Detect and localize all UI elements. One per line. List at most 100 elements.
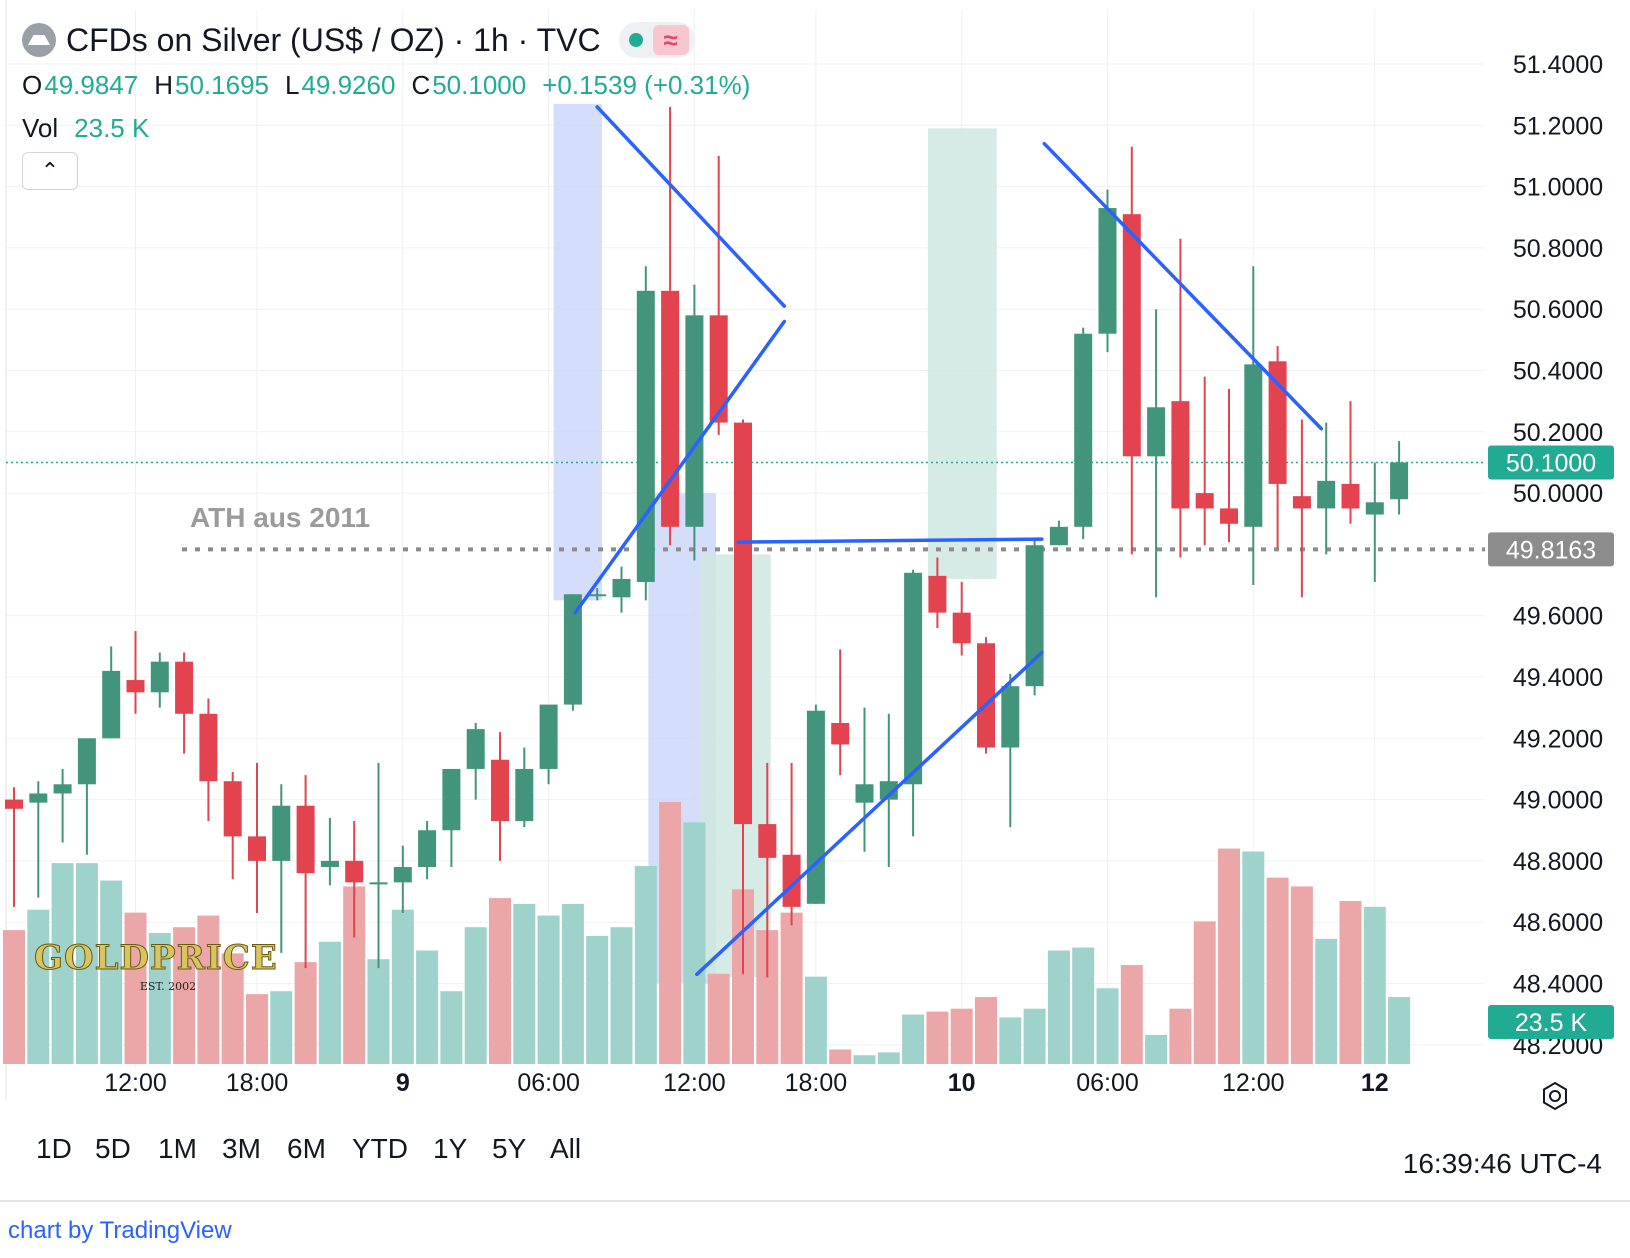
volume-bar (1169, 1008, 1192, 1064)
trendline-lower-1 (573, 319, 787, 615)
candle (588, 588, 607, 601)
price-tick-label: 51.4000 (1513, 51, 1603, 79)
timeframe-5y[interactable]: 5Y (492, 1133, 527, 1164)
timeframe-1y[interactable]: 1Y (433, 1133, 468, 1164)
candle-body (612, 578, 631, 598)
status-pill[interactable]: ≈ (618, 22, 695, 58)
candle (1292, 419, 1311, 598)
volume-row: Vol 23.5 K (22, 108, 766, 148)
candle (782, 762, 801, 926)
last-price-tag: 50.1000 (1506, 449, 1596, 477)
time-axis: 12:00 18:00 9 06:00 12:00 18:00 10 06:00 12:00 12 (104, 1069, 1388, 1097)
volume-bar (124, 912, 147, 1064)
candle (1147, 309, 1166, 598)
candle-body (248, 836, 266, 861)
volume-bar (1315, 938, 1338, 1064)
divider (0, 1200, 1630, 1202)
timeframe-1d[interactable]: 1D (36, 1133, 72, 1164)
price-tick-label: 49.0000 (1513, 787, 1603, 815)
open-key: O (22, 69, 43, 100)
volume-bar (634, 866, 657, 1064)
candle-body (539, 704, 558, 769)
price-tick-label: 51.2000 (1513, 112, 1603, 140)
candle-body (29, 793, 48, 803)
candle-body (53, 784, 72, 794)
tradingview-credit-link[interactable]: chart by TradingView (8, 1217, 232, 1244)
volume-bar (975, 997, 997, 1064)
candle-body (1074, 333, 1093, 527)
volume-bar (1242, 851, 1265, 1064)
volume-bar (391, 909, 414, 1064)
volume-bar (27, 909, 50, 1064)
candle (831, 649, 850, 776)
candle (685, 284, 704, 561)
volume-bar (877, 1052, 900, 1064)
time-tick-label: 10 (948, 1069, 976, 1097)
candle (223, 772, 242, 880)
candle-body (199, 713, 218, 782)
price-tick-label: 50.4000 (1513, 358, 1603, 386)
candle (418, 821, 437, 880)
candle (199, 698, 218, 822)
candle-body (393, 867, 412, 883)
candle-body (1171, 401, 1190, 509)
volume-bar (318, 941, 341, 1064)
candle (102, 646, 121, 739)
candle-body (734, 422, 752, 825)
trendline-horizontal (736, 537, 1044, 544)
volume-bar (51, 863, 74, 1064)
timeframe-all[interactable]: All (550, 1133, 582, 1164)
candle-body (758, 824, 777, 858)
candle (806, 704, 825, 904)
candle-body (782, 854, 801, 907)
candle (904, 569, 923, 837)
timeframe-3m[interactable]: 3M (222, 1133, 261, 1164)
candle (491, 732, 509, 861)
candle (758, 762, 777, 978)
timeframe-ytd[interactable]: YTD (352, 1133, 408, 1164)
time-tick-label: 9 (396, 1069, 410, 1097)
volume-bar (1388, 997, 1411, 1064)
candle (1195, 376, 1214, 546)
candle-body (855, 784, 874, 803)
silver-symbol-icon (22, 23, 56, 57)
collapse-legend-button[interactable]: ⌃ (22, 152, 78, 190)
candle-body (952, 612, 971, 644)
candle (734, 419, 752, 975)
volume-bar (173, 927, 196, 1064)
volume-bar (221, 953, 244, 1064)
price-chart[interactable]: 51.4000 51.2000 51.0000 50.8000 50.6000 50.40… (0, 0, 1630, 1100)
candle-body (223, 781, 242, 837)
candle-body (102, 670, 121, 739)
candle (1098, 189, 1117, 353)
candle-body (150, 661, 169, 693)
candle-body (1244, 364, 1263, 527)
volume-bar (489, 898, 511, 1064)
candle-body (1341, 483, 1360, 509)
timeframe-1m[interactable]: 1M (158, 1133, 197, 1164)
candle (466, 722, 485, 800)
volume-bar (440, 991, 463, 1064)
timeframe-5d[interactable]: 5D (95, 1133, 131, 1164)
candle (320, 817, 339, 886)
low-key: L (284, 69, 300, 100)
open-value: 49.9847 (44, 69, 139, 100)
candle (369, 762, 388, 969)
settings-gear-icon[interactable] (1539, 1080, 1571, 1112)
wave-icon[interactable]: ≈ (652, 25, 689, 55)
candle (1317, 422, 1336, 555)
candle-body (1317, 480, 1336, 509)
candle-body (320, 860, 339, 868)
candle-body (1220, 508, 1238, 524)
candle (296, 775, 315, 969)
timeframe-bar: 1D 5D 1M 3M 6M YTD 1Y 5Y All (0, 1118, 1630, 1218)
time-tick-label: 12:00 (104, 1069, 167, 1097)
candle-body (369, 882, 388, 885)
volume-bar (416, 950, 439, 1064)
logo-text: GOLDPRICE (34, 938, 278, 979)
volume-bar (1145, 1034, 1168, 1064)
candle (636, 266, 655, 601)
time-tick-label: 12:00 (1222, 1069, 1285, 1097)
timeframe-6m[interactable]: 6M (287, 1133, 326, 1164)
volume-bar (780, 912, 803, 1064)
